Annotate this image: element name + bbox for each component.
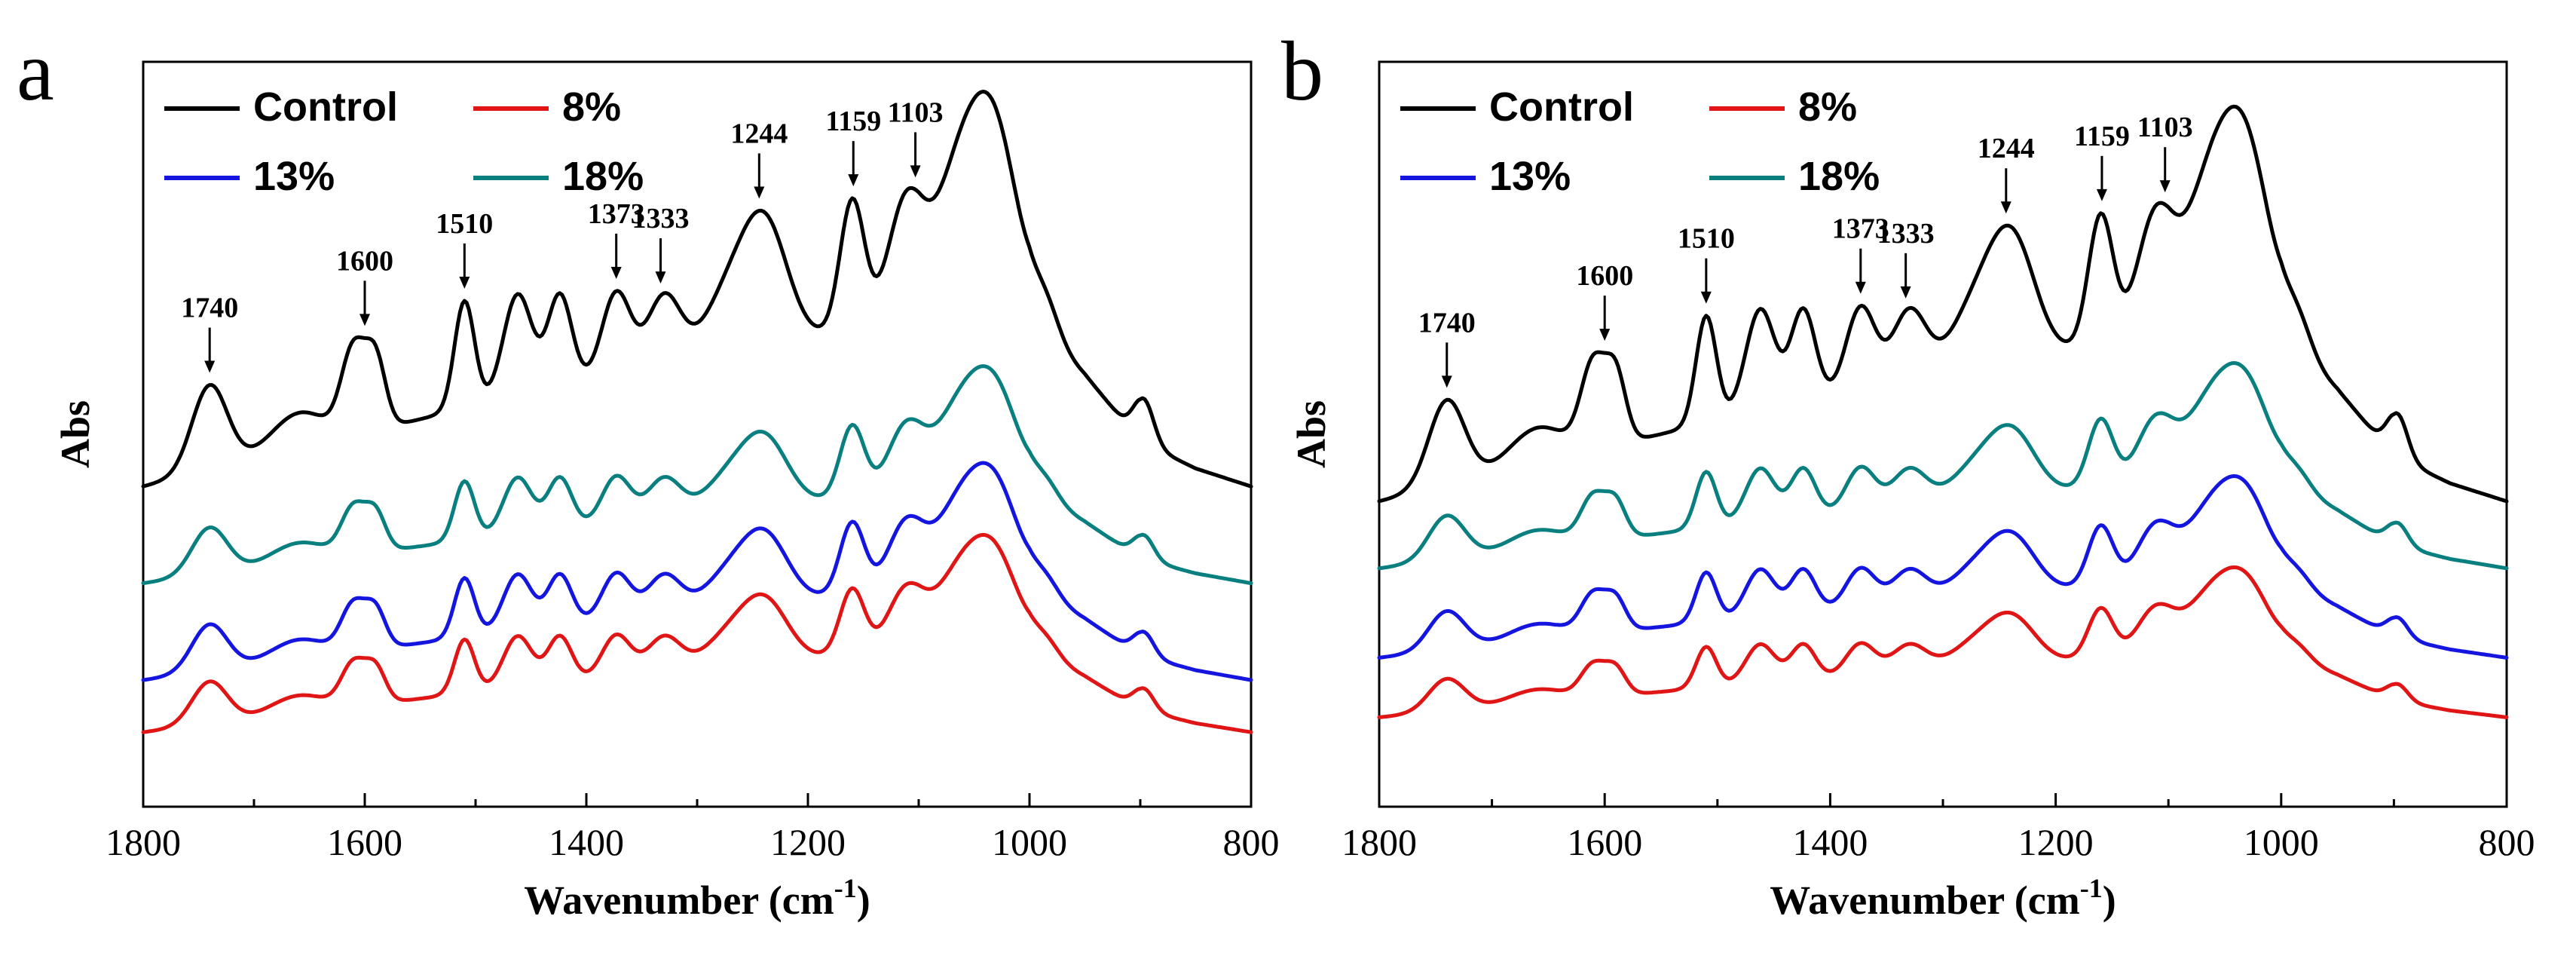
- x-tick-label: 1800: [1342, 821, 1417, 863]
- x-tick-label: 1200: [770, 821, 846, 863]
- peak-label: 1103: [888, 97, 944, 128]
- peak-label: 1159: [2074, 121, 2130, 152]
- panel-a: a 1800 1600 1400 1200 1000 800 Wavenumber (cm-1…: [17, 25, 1280, 923]
- peak-marker-1740: 1740: [1418, 307, 1476, 388]
- peak-marker-1333: 1333: [1877, 218, 1935, 299]
- peak-label: 1159: [825, 106, 881, 137]
- legend-label: 8%: [1798, 84, 1857, 130]
- peak-label: 1600: [1576, 260, 1633, 292]
- panel-b: b 1800 1600 1400 1200 1000 800 Wavenumber (cm-1…: [1281, 25, 2535, 923]
- peak-marker-1244: 1244: [1978, 133, 2035, 214]
- series-13pct: [1377, 474, 2509, 660]
- legend: Control 8% 13% 18%: [164, 84, 644, 199]
- peak-label: 1244: [1978, 133, 2035, 164]
- peak-marker-1740: 1740: [181, 293, 238, 373]
- legend-label: 18%: [562, 154, 644, 199]
- series-control: [1377, 104, 2509, 504]
- y-axis-title: Abs: [53, 400, 98, 468]
- peak-marker-1159: 1159: [2074, 121, 2130, 201]
- legend: Control 8% 13% 18%: [1400, 84, 1880, 199]
- legend-label: 13%: [253, 154, 335, 199]
- peak-marker-1103: 1103: [2137, 112, 2193, 193]
- series-18pct: [141, 364, 1253, 586]
- peak-marker-1600: 1600: [1576, 260, 1633, 342]
- panel-label: b: [1281, 25, 1323, 118]
- peak-label: 1510: [1678, 223, 1735, 255]
- x-tick-label: 1400: [1792, 821, 1868, 863]
- x-tick-label: 1800: [106, 821, 181, 863]
- x-tick-label: 1000: [2244, 821, 2319, 863]
- series-control: [141, 90, 1253, 489]
- x-tick-label: 800: [2479, 821, 2535, 863]
- legend-label: 8%: [562, 84, 621, 130]
- peak-marker-1510: 1510: [436, 208, 493, 289]
- peak-label: 1333: [1877, 218, 1935, 250]
- peak-marker-1510: 1510: [1678, 223, 1735, 304]
- x-tick-label: 1200: [2018, 821, 2094, 863]
- peak-label: 1740: [181, 293, 238, 324]
- x-axis-title: Wavenumber (cm-1): [1770, 873, 2116, 923]
- series-13pct: [141, 461, 1253, 682]
- peak-label: 1244: [730, 118, 788, 149]
- peak-label: 1373: [588, 198, 645, 230]
- peak-label: 1740: [1418, 307, 1476, 339]
- y-axis-title: Abs: [1289, 400, 1334, 468]
- peak-marker-1244: 1244: [730, 118, 788, 199]
- x-tick-label: 1600: [1567, 821, 1642, 863]
- panel-label: a: [17, 25, 54, 118]
- x-tick-label: 1600: [327, 821, 402, 863]
- legend-label: 18%: [1798, 154, 1880, 199]
- peak-marker-1373: 1373: [588, 198, 645, 279]
- peak-label: 1333: [632, 203, 689, 234]
- series-18pct: [1377, 361, 2509, 571]
- peak-marker-1103: 1103: [888, 97, 944, 178]
- peak-label: 1373: [1832, 213, 1889, 245]
- legend-label: Control: [1489, 84, 1634, 130]
- peak-label: 1600: [336, 245, 393, 277]
- x-tick-label: 800: [1223, 821, 1280, 863]
- peak-marker-1159: 1159: [825, 106, 881, 187]
- peak-label: 1103: [2137, 112, 2193, 143]
- peak-marker-1600: 1600: [336, 245, 393, 326]
- x-axis-title: Wavenumber (cm-1): [524, 873, 870, 923]
- x-tick-label: 1400: [549, 821, 624, 863]
- x-tick-label: 1000: [992, 821, 1067, 863]
- legend-label: 13%: [1489, 154, 1571, 199]
- peak-marker-1333: 1333: [632, 203, 689, 284]
- series-8pct: [141, 532, 1253, 734]
- peak-label: 1510: [436, 208, 493, 240]
- series-8pct: [1377, 565, 2509, 719]
- legend-label: Control: [253, 84, 398, 130]
- peak-marker-1373: 1373: [1832, 213, 1889, 294]
